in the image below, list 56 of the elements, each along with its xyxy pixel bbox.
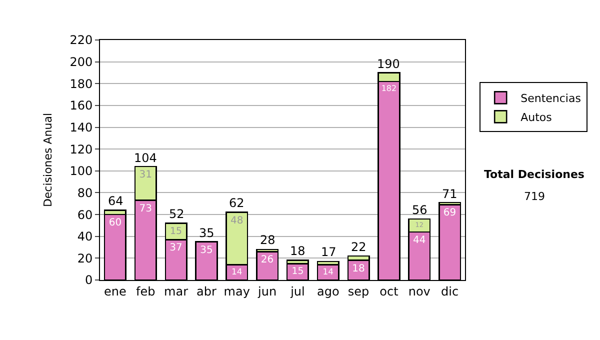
- data-label: 48: [230, 215, 244, 226]
- total-label: 52: [169, 207, 184, 221]
- y-tick-label: 0: [84, 273, 93, 288]
- y-tick-label: 140: [70, 120, 93, 134]
- data-label: 18: [352, 263, 365, 274]
- x-tick-label: ago: [316, 284, 340, 298]
- total-label: 104: [134, 151, 157, 165]
- x-tick-label: oct: [380, 284, 399, 298]
- text: 719: [524, 190, 545, 203]
- x-tick-label: feb: [136, 284, 156, 298]
- x-tick-label: mar: [164, 284, 188, 298]
- text: Total Decisiones: [484, 168, 585, 181]
- total-label: 71: [442, 187, 458, 201]
- data-label: 60: [108, 218, 122, 229]
- data-label: 73: [139, 203, 152, 214]
- data-label: 14: [322, 266, 334, 276]
- data-label: 31: [139, 170, 152, 181]
- x-tick-label: ene: [104, 284, 126, 298]
- y-tick-label: 20: [77, 251, 93, 266]
- data-label: 37: [170, 242, 182, 254]
- x-tick-label: dic: [441, 284, 459, 298]
- y-tick-label: 60: [77, 208, 93, 222]
- data-label: 182: [381, 84, 397, 93]
- y-tick-label: 80: [77, 186, 93, 200]
- total-label: 22: [351, 240, 366, 254]
- x-tick-label: may: [224, 284, 250, 298]
- data-label: 14: [232, 266, 242, 276]
- y-axis-title: Decisiones Anual: [41, 112, 54, 208]
- y-tick-label: 220: [70, 33, 93, 48]
- total-label: 28: [260, 233, 276, 247]
- data-label: 15: [170, 226, 182, 237]
- y-tick-label: 120: [70, 142, 93, 156]
- total-label: 17: [321, 245, 336, 259]
- data-label: 35: [200, 244, 213, 256]
- y-tick-label: 180: [70, 76, 93, 91]
- total-label: 190: [377, 57, 400, 71]
- y-tick-label: 100: [70, 164, 93, 178]
- total-label: 56: [412, 203, 428, 217]
- y-tick-label: 40: [77, 230, 93, 244]
- x-tick-label: sep: [348, 284, 370, 298]
- y-tick-label: 200: [70, 55, 93, 70]
- legend-label: Sentencias: [520, 92, 582, 105]
- x-tick-label: jun: [257, 284, 277, 298]
- y-tick-label: 160: [70, 98, 93, 113]
- legend-label: Autos: [520, 110, 552, 124]
- data-label: 69: [443, 208, 456, 219]
- data-label: 44: [413, 235, 426, 246]
- data-label: 15: [292, 266, 304, 278]
- total-label: 35: [199, 226, 214, 240]
- data-label: 26: [260, 254, 274, 266]
- x-tick-label: nov: [408, 284, 430, 298]
- x-tick-label: jul: [290, 284, 305, 298]
- x-tick-label: abr: [196, 284, 216, 298]
- total-label: 62: [229, 196, 244, 210]
- total-label: 64: [108, 194, 124, 208]
- total-label: 18: [290, 244, 306, 258]
